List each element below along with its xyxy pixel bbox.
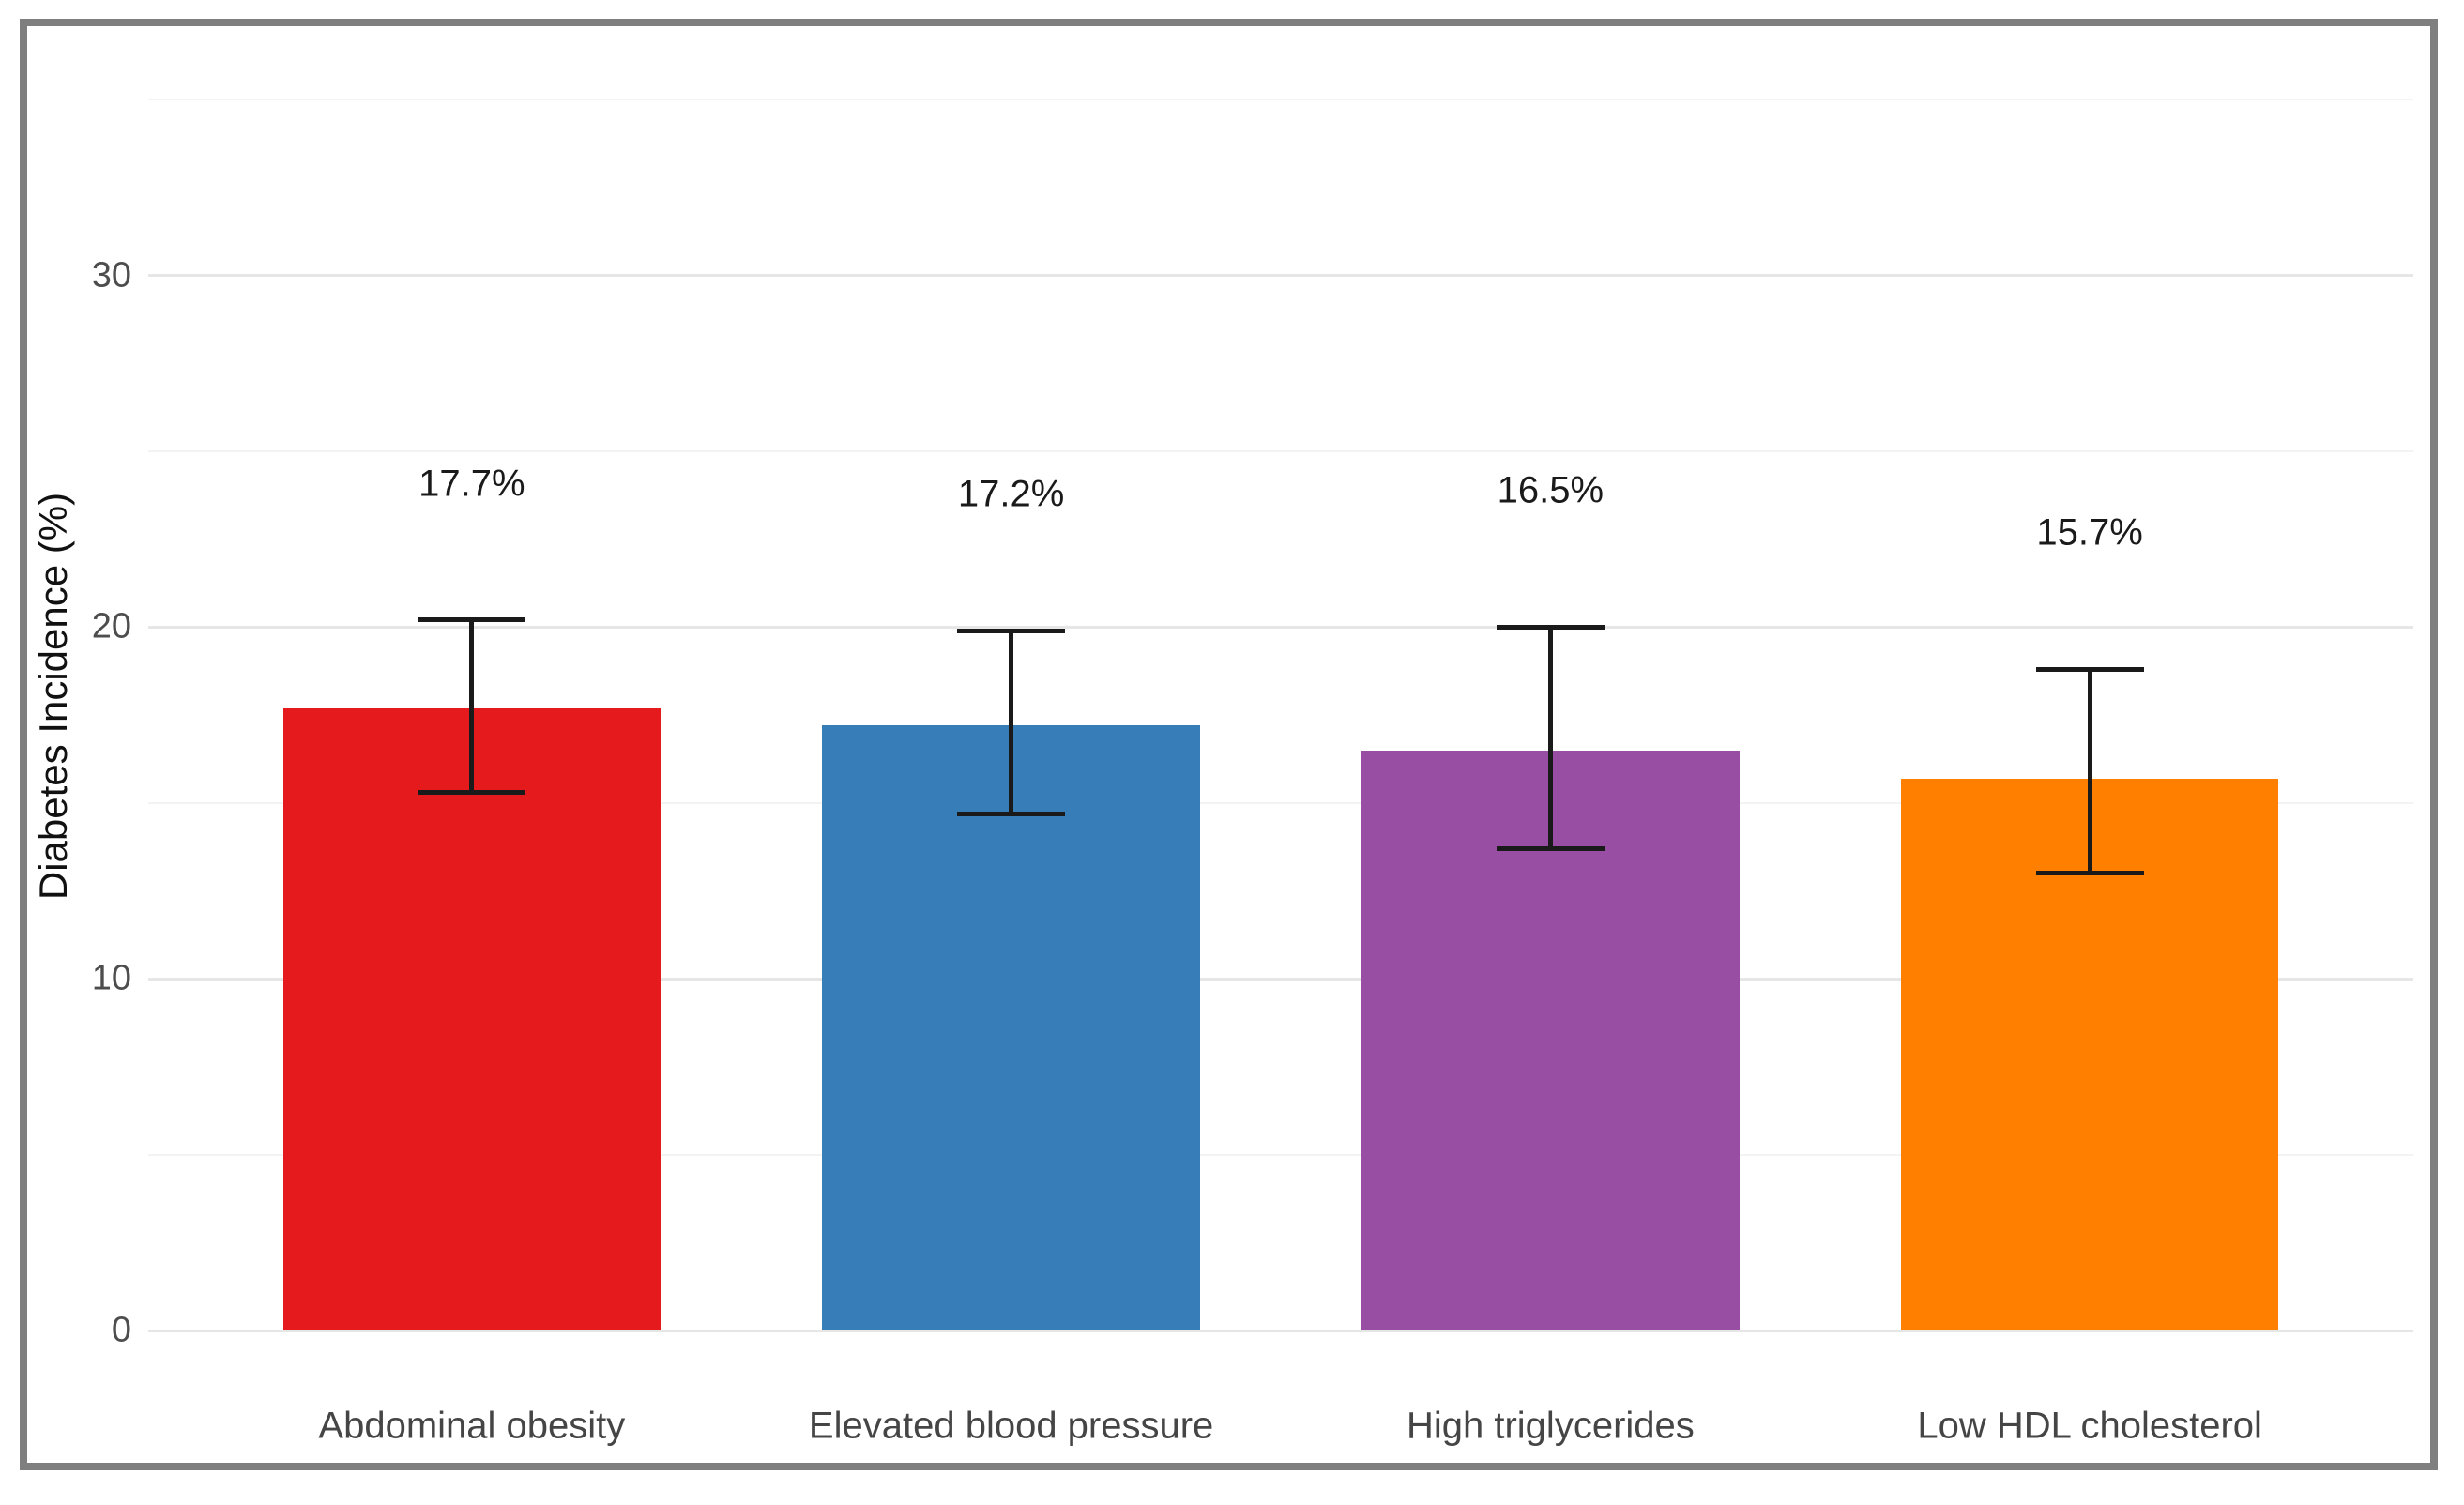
- x-axis-category-label: Low HDL cholesterol: [1917, 1405, 2262, 1447]
- error-bar-cap-bottom: [1496, 846, 1605, 852]
- value-label: 16.5%: [1497, 469, 1605, 511]
- error-bar-cap-bottom: [2035, 871, 2144, 876]
- gridline-major: [148, 977, 2413, 981]
- error-bar-stem: [2087, 669, 2092, 874]
- y-axis-title: Diabetes Incidence (%): [31, 492, 75, 900]
- error-bar-stem: [469, 619, 475, 793]
- y-axis-tick-label: 30: [91, 255, 131, 296]
- value-label: 17.2%: [957, 473, 1065, 515]
- error-bar-cap-bottom: [418, 790, 526, 796]
- gridline-major: [148, 274, 2413, 278]
- x-axis-category-label: Abdominal obesity: [318, 1405, 626, 1447]
- y-axis-tick-label: 10: [91, 958, 131, 998]
- error-bar-cap-top: [1496, 624, 1605, 630]
- gridline-minor: [148, 1153, 2413, 1156]
- gridline-minor: [148, 99, 2413, 101]
- error-bar-cap-top: [2035, 666, 2144, 672]
- x-axis-category-label: High triglycerides: [1406, 1405, 1695, 1447]
- value-label: 15.7%: [2036, 511, 2143, 554]
- gridline-minor: [148, 450, 2413, 453]
- error-bar-stem: [1009, 631, 1014, 814]
- error-bar-cap-top: [957, 628, 1066, 633]
- error-bar-cap-bottom: [957, 811, 1066, 816]
- value-label: 17.7%: [418, 463, 525, 505]
- bar: [282, 707, 662, 1330]
- y-axis-tick-label: 20: [91, 606, 131, 646]
- error-bar-stem: [1547, 627, 1553, 849]
- gridline-major: [148, 1329, 2413, 1332]
- x-axis-category-label: Elevated blood pressure: [808, 1405, 1214, 1447]
- y-axis-tick-label: 0: [111, 1310, 131, 1350]
- error-bar-cap-top: [418, 617, 526, 623]
- gridline-major: [148, 625, 2413, 629]
- gridline-minor: [148, 801, 2413, 804]
- bar: [822, 725, 1200, 1330]
